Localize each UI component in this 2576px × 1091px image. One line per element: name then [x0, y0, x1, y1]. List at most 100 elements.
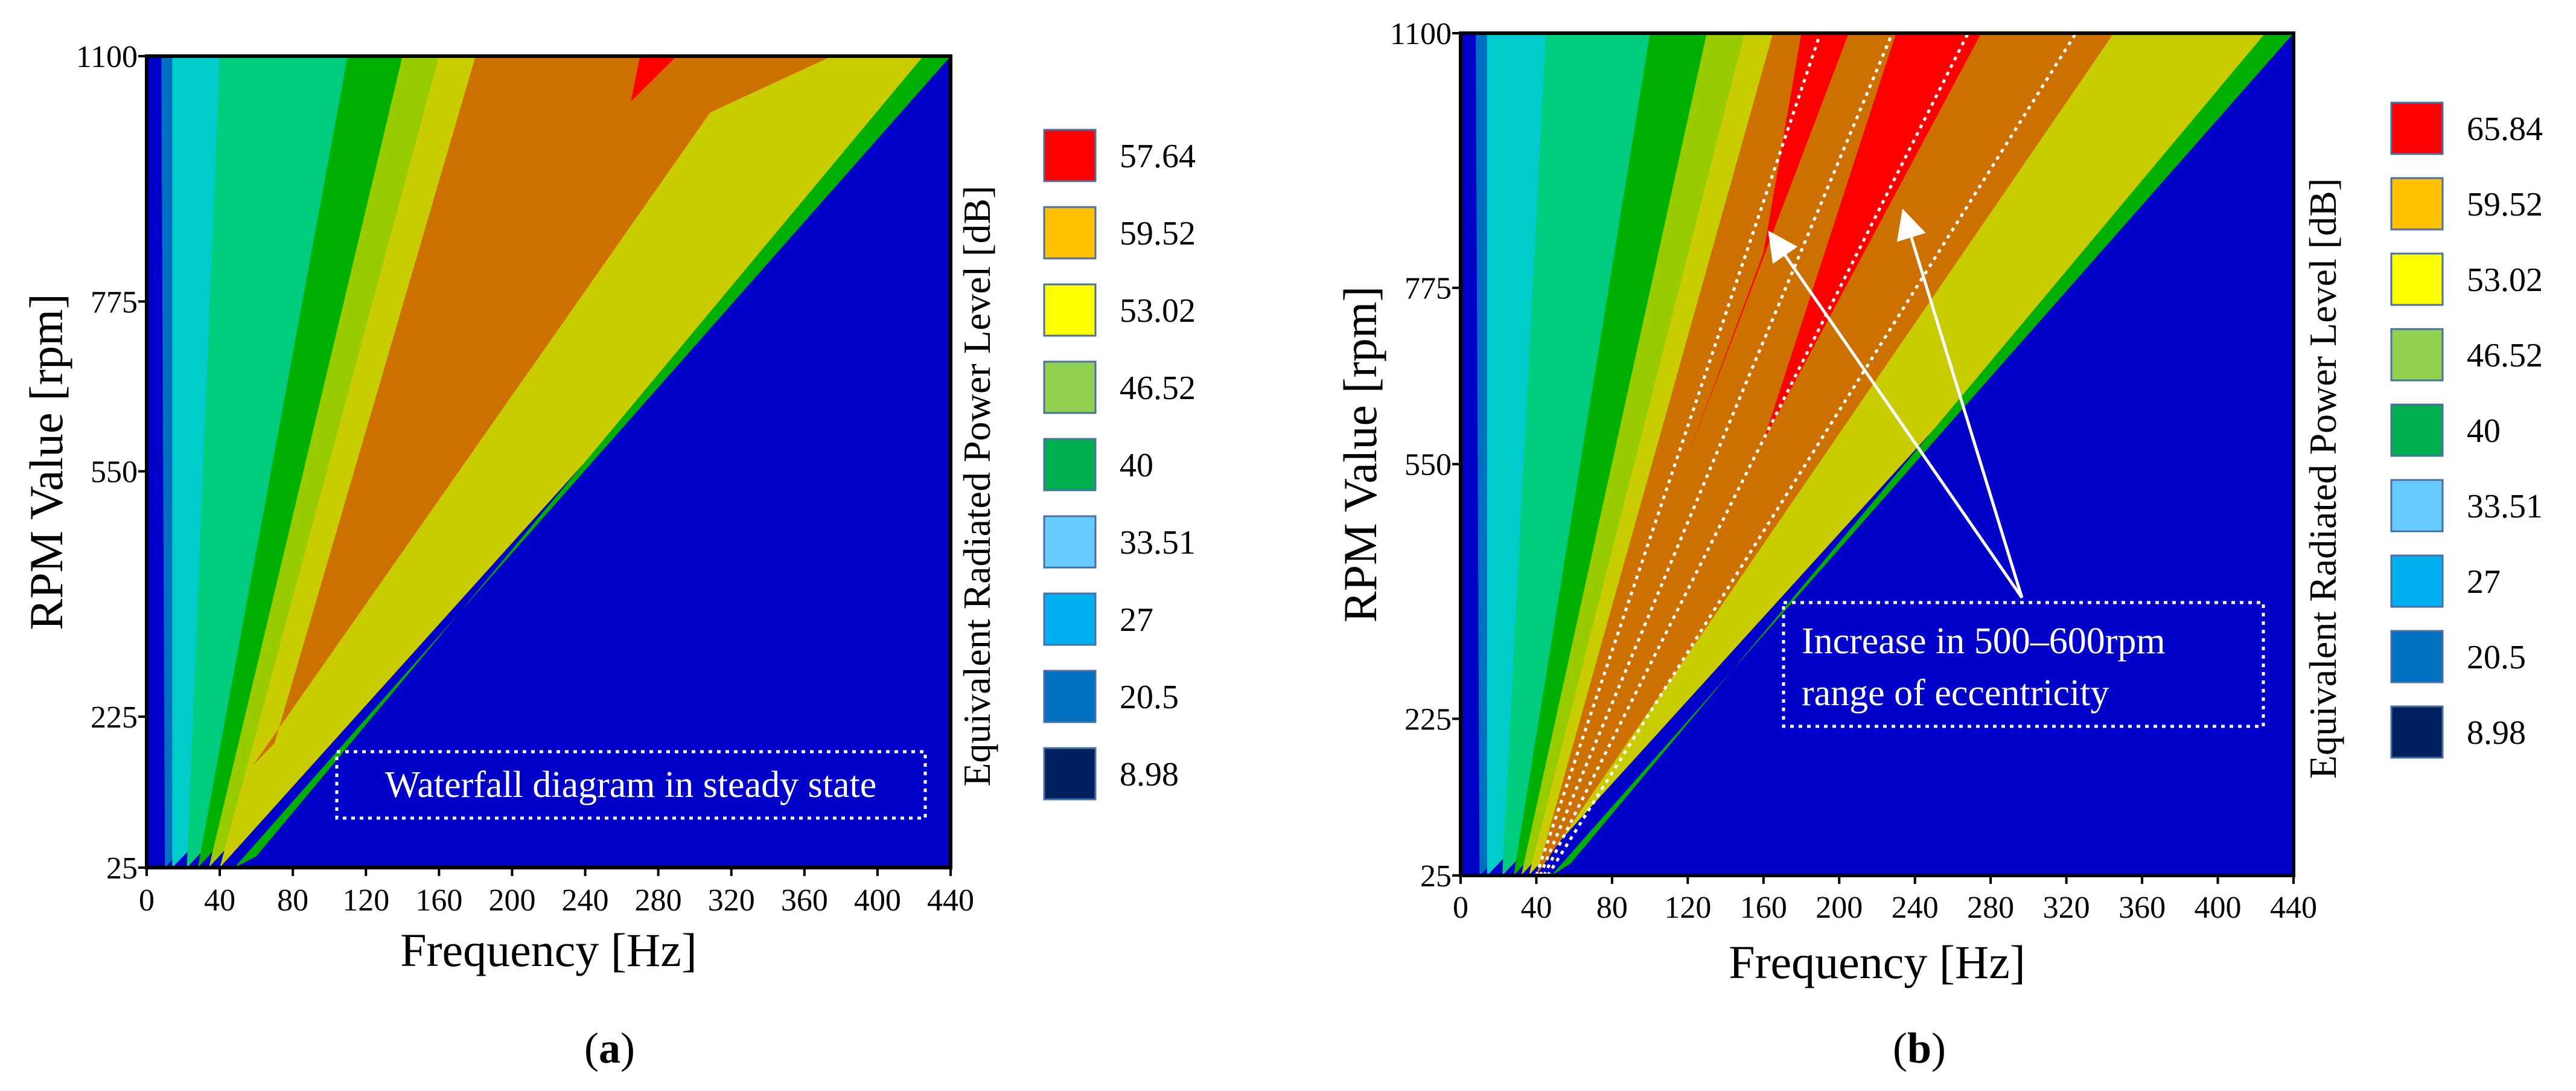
x-tick-label: 40 — [204, 883, 235, 918]
x-tick-label: 80 — [1596, 891, 1628, 925]
y-tick-label: 225 — [1404, 702, 1452, 737]
legend-swatch — [2390, 630, 2444, 683]
x-tick-label: 80 — [277, 883, 308, 918]
annotation-text: Waterfall diagram in steady state — [385, 764, 876, 805]
panel-b: 0 40 80 120 160 200 240 280 320 360 400 440 25 225 550… — [1334, 17, 2543, 1072]
legend-label: 53.02 — [1120, 292, 1196, 330]
contour-band-7 — [1688, 33, 1849, 456]
subfigure-label: (b) — [1893, 1024, 1946, 1072]
x-tick-label: 0 — [1453, 891, 1468, 925]
x-tick-label: 320 — [708, 883, 755, 918]
legend-label: 46.52 — [2467, 337, 2543, 374]
panel-a: 0 40 80 120 160 200 240 280 320 360 400 440 25 225 550… — [20, 40, 1196, 1072]
y-tick-label: 25 — [1420, 859, 1452, 894]
legend-swatch — [1043, 206, 1097, 260]
contour-band-6 — [1536, 33, 2114, 875]
y-tick-label: 550 — [1404, 448, 1452, 482]
contour-band-10 — [256, 56, 951, 868]
plot-frame — [145, 54, 952, 869]
legend-label: 27 — [2467, 563, 2501, 601]
contour-band-10 — [1570, 33, 2294, 875]
x-tick-label: 200 — [488, 883, 535, 918]
y-tick-label: 775 — [91, 285, 138, 319]
legend-swatch — [1043, 438, 1097, 491]
annotation-arrow-2 — [1896, 208, 2024, 598]
legend-label: 40 — [2467, 412, 2501, 450]
legend-swatch — [1043, 283, 1097, 337]
x-tick-label: 0 — [139, 883, 155, 918]
subfigure-label: (a) — [584, 1024, 635, 1072]
legend-swatch — [2390, 177, 2444, 231]
colorbar-label: Equivalent Radiated Power Level [dB] — [955, 185, 998, 786]
x-tick-label: 240 — [1892, 891, 1939, 925]
contour-band-9 — [234, 56, 951, 868]
x-tick-label: 120 — [342, 883, 389, 918]
y-tick-label: 1100 — [76, 40, 138, 74]
legend-label: 53.02 — [2467, 261, 2543, 299]
legend-swatch — [2390, 101, 2444, 155]
legend-swatch — [1043, 670, 1097, 723]
x-tick-label: 120 — [1664, 891, 1711, 925]
x-tick-label: 280 — [1967, 891, 2014, 925]
annotation-box — [1782, 601, 2265, 728]
contour-band-8 — [631, 56, 677, 102]
x-tick-label: 400 — [2195, 891, 2242, 925]
legend-label: 65.84 — [2467, 110, 2543, 148]
legend-label: 8.98 — [1120, 756, 1179, 793]
legend-label: 20.5 — [2467, 639, 2526, 676]
annotation-text-line-2: range of eccentricity — [1802, 673, 2109, 714]
legend-label: 46.52 — [1120, 370, 1196, 407]
colorbar-label: Equivalent Radiated Power Level [dB] — [2301, 178, 2344, 779]
legend-swatch — [1043, 360, 1097, 414]
legend-swatch — [2390, 554, 2444, 608]
legend-swatch — [1043, 129, 1097, 182]
x-tick-label: 440 — [2270, 891, 2317, 925]
x-tick-label: 240 — [562, 883, 609, 918]
x-axis-label: Frequency [Hz] — [1729, 936, 2026, 988]
legend-swatch — [2390, 705, 2444, 759]
y-tick-label: 1100 — [1390, 17, 1452, 51]
annotation-arrow-1 — [1768, 230, 2024, 599]
x-tick-label: 200 — [1816, 891, 1863, 925]
order-line-1 — [1538, 33, 1894, 876]
y-axis-label: RPM Value [rpm] — [20, 293, 72, 630]
legend-label: 59.52 — [1120, 215, 1196, 252]
legend-label: 33.51 — [1120, 524, 1196, 561]
contour-band-8 — [1763, 33, 1981, 441]
annotation-text-line-1: Increase in 500–600rpm — [1802, 621, 2166, 662]
x-tick-label: 440 — [927, 883, 974, 918]
plot-frame — [1459, 31, 2295, 877]
y-axis-label: RPM Value [rpm] — [1334, 286, 1386, 623]
legend-label: 27 — [1120, 601, 1153, 639]
y-tick-label: 775 — [1404, 272, 1452, 306]
legend-label: 33.51 — [2467, 488, 2543, 525]
legend-swatch — [1043, 515, 1097, 569]
contour-band-6 — [252, 56, 750, 766]
y-tick-label: 25 — [106, 851, 138, 886]
y-tick-label: 225 — [91, 700, 138, 735]
x-tick-label: 280 — [635, 883, 682, 918]
legend-swatch — [1043, 747, 1097, 801]
legend-swatch — [2390, 328, 2444, 382]
order-line-3 — [1546, 32, 2077, 877]
legend-label: 20.5 — [1120, 679, 1179, 716]
legend-swatch — [2390, 252, 2444, 306]
legend-label: 57.64 — [1120, 138, 1196, 175]
legend-label: 8.98 — [2467, 714, 2526, 752]
legend-swatch — [1043, 592, 1097, 646]
contour-band-7 — [366, 56, 832, 570]
annotation-box — [335, 750, 927, 820]
legend-swatch — [2390, 479, 2444, 533]
x-tick-label: 360 — [2119, 891, 2166, 925]
x-axis-label: Frequency [Hz] — [400, 924, 697, 976]
legend-label: 40 — [1120, 447, 1153, 484]
x-tick-label: 400 — [854, 883, 901, 918]
legend-swatch — [2390, 403, 2444, 457]
y-tick-label: 550 — [91, 455, 138, 490]
legend-label: 59.52 — [2467, 186, 2543, 223]
x-tick-label: 40 — [1520, 891, 1552, 925]
x-tick-label: 320 — [2043, 891, 2090, 925]
x-tick-label: 160 — [415, 883, 462, 918]
x-tick-label: 360 — [781, 883, 828, 918]
